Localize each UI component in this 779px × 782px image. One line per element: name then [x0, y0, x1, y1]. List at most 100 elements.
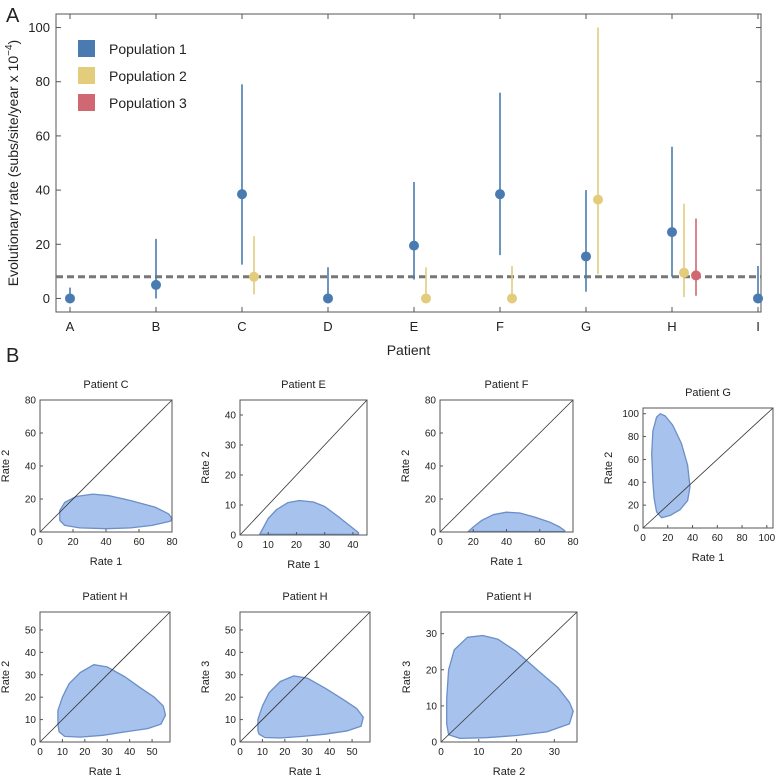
diagonal-line	[239, 399, 368, 536]
subplot: 0 10 20 30 40 0 10 20 30 40 Patient E Rate 1 Rate 2	[200, 379, 368, 571]
y-tick-label: 40	[225, 648, 237, 659]
subplot-x-label: Rate 1	[692, 552, 724, 564]
credible-region	[57, 664, 167, 738]
y-tick-label: 10	[25, 715, 37, 726]
subplot-title: Patient E	[281, 379, 326, 391]
x-tick-label: 0	[237, 540, 243, 551]
data-point	[667, 227, 677, 238]
y-tick-label: 40	[25, 648, 37, 659]
x-tick-label: 20	[79, 747, 91, 758]
x-tick-label: 20	[662, 533, 674, 544]
y-tick-label: 0	[230, 531, 236, 542]
panel-a-chart: 0 20 40 60 80 100 A B C D E F G H I Population 1 Populat…	[4, 13, 763, 358]
y-tick-label: 60	[425, 429, 437, 440]
y-tick-label: 10	[225, 501, 237, 512]
x-tick-label: G	[581, 319, 591, 334]
credible-region	[257, 675, 364, 739]
x-tick-label: 40	[687, 533, 699, 544]
y-tick-label: 0	[430, 528, 436, 539]
data-point	[249, 271, 259, 282]
x-tick-label: 10	[263, 540, 275, 551]
subplot: 0 10 20 30 40 50 0 10 20 30 40 50 Patient H Rate 1 Rat…	[200, 591, 371, 778]
x-tick-label: 40	[501, 537, 513, 548]
y-tick-label: 20	[628, 501, 640, 512]
plot-frame	[55, 13, 762, 313]
diagonal-line	[439, 399, 574, 533]
y-tick-label: 80	[425, 396, 437, 407]
y-tick-label: 10	[225, 715, 237, 726]
x-tick-label: 80	[166, 537, 178, 548]
subplot: 0 20 40 60 80 100 0 20 40 60 80 100 Patient G Rate 1 R…	[603, 387, 776, 564]
y-tick-label: 20	[36, 237, 50, 252]
subplot-frame	[642, 407, 774, 529]
y-tick-label: 0	[30, 528, 36, 539]
data-point	[507, 293, 517, 304]
x-tick-label: 60	[133, 537, 145, 548]
y-tick-label: 0	[43, 291, 50, 306]
y-tick-label: 30	[25, 670, 37, 681]
subplot-x-label: Rate 1	[289, 766, 321, 778]
data-point	[65, 293, 75, 304]
credible-region	[446, 634, 574, 740]
data-point	[753, 293, 763, 304]
x-tick-label: 30	[319, 540, 331, 551]
legend-label: Population 3	[109, 95, 187, 111]
y-tick-label: 20	[25, 495, 37, 506]
subplot-y-label: Rate 2	[200, 451, 212, 483]
subplot: 0 20 40 60 80 0 20 40 60 80 Patient F Rate 1 Rate 2	[400, 379, 579, 568]
y-tick-label: 20	[425, 495, 437, 506]
subplot: 0 10 20 30 0 10 20 30 Patient H Rate 2 Rate 3	[401, 591, 578, 778]
x-tick-label: 0	[640, 533, 646, 544]
data-point	[151, 279, 161, 290]
y-tick-label: 30	[225, 670, 237, 681]
credible-region	[651, 413, 691, 519]
x-tick-label: 100	[758, 533, 775, 544]
y-tick-label: 0	[633, 524, 639, 535]
y-tick-label: 40	[225, 411, 237, 422]
subplot-y-label: Rate 3	[401, 661, 413, 693]
y-tick-label: 50	[25, 625, 37, 636]
diagonal-line	[642, 407, 774, 529]
y-tick-label: 0	[30, 738, 36, 749]
x-tick-label: C	[237, 319, 246, 334]
x-tick-label: 0	[237, 747, 243, 758]
subplot-y-label: Rate 2	[400, 450, 412, 482]
x-tick-label: 60	[712, 533, 724, 544]
x-tick-label: 40	[347, 540, 359, 551]
y-tick-label: 40	[628, 478, 640, 489]
y-tick-label: 50	[225, 625, 237, 636]
y-tick-label: 30	[426, 629, 438, 640]
subplot-y-label: Rate 2	[603, 452, 615, 484]
data-point	[237, 189, 247, 200]
y-tick-label: 60	[628, 455, 640, 466]
diagonal-line	[39, 399, 173, 533]
x-tick-label: 20	[291, 540, 303, 551]
x-tick-label: 10	[57, 747, 69, 758]
y-tick-label: 100	[622, 409, 639, 420]
legend-swatch	[78, 94, 95, 111]
x-tick-label: 40	[124, 747, 136, 758]
data-point	[409, 240, 419, 251]
x-tick-label: 10	[473, 747, 485, 758]
diagonal-line	[440, 611, 578, 743]
y-tick-label: 80	[628, 432, 640, 443]
x-tick-label: 30	[102, 747, 114, 758]
y-tick-label: 0	[431, 738, 437, 749]
x-tick-label: 40	[324, 747, 336, 758]
data-point	[495, 189, 505, 200]
x-tick-label: 80	[736, 533, 748, 544]
data-point	[421, 293, 431, 304]
y-tick-label: 20	[25, 693, 37, 704]
x-tick-label: 40	[100, 537, 112, 548]
x-tick-label: 50	[147, 747, 159, 758]
x-tick-label: 80	[567, 537, 579, 548]
y-tick-label: 20	[225, 693, 237, 704]
subplot-title: Patient H	[82, 591, 127, 603]
x-tick-label: 30	[549, 747, 561, 758]
x-axis-label: Patient	[387, 342, 431, 358]
x-tick-label: 20	[468, 537, 480, 548]
x-tick-label: E	[410, 319, 419, 334]
legend-label: Population 1	[109, 41, 187, 57]
x-tick-label: 0	[37, 537, 43, 548]
